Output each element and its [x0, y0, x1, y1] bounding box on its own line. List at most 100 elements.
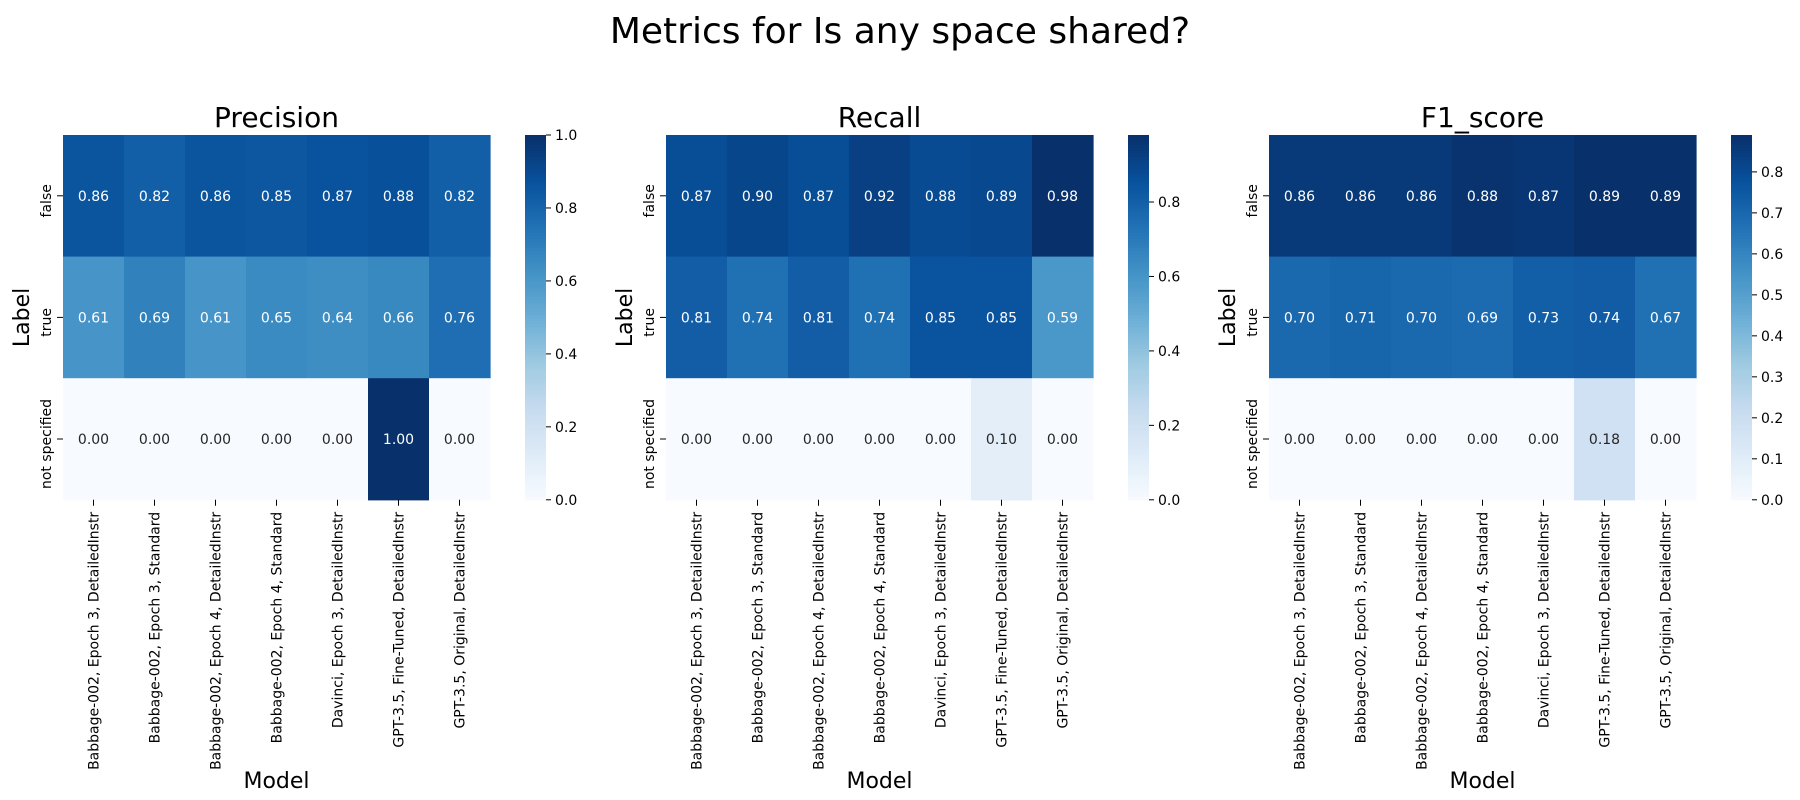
heatmap-cell	[1032, 378, 1094, 501]
colorbar-segment	[1128, 490, 1149, 495]
colorbar-segment	[1731, 350, 1752, 355]
y-tick-label: true	[39, 308, 55, 337]
colorbar-segment	[1731, 359, 1752, 364]
colorbar-segment	[1731, 259, 1752, 264]
cell-value-label: 0.81	[803, 310, 834, 326]
colorbar-tick-label: 0.0	[555, 493, 577, 509]
colorbar-segment	[1731, 287, 1752, 291]
colorbar-segment	[1128, 305, 1149, 309]
colorbar-segment	[525, 241, 546, 246]
colorbar-segment	[525, 432, 546, 437]
colorbar-segment	[1128, 439, 1149, 443]
colorbar-tick-label: 0.2	[1761, 411, 1783, 427]
heatmap-cell	[971, 256, 1033, 379]
colorbar-segment	[1128, 214, 1149, 218]
colorbar-segment	[1128, 378, 1149, 382]
cell-value-label: 0.00	[1345, 432, 1376, 448]
x-tick-label: Babbage-002, Epoch 4, DetailedInstr	[812, 512, 828, 770]
heatmap-cell	[429, 378, 491, 501]
heatmap-panel-recall: Recall 0.87 0.90 0.87 0.92 0.88 0.89 0.98 0.81 0.…	[613, 101, 1180, 794]
colorbar-tick-label: 0.0	[1761, 493, 1783, 509]
cell-value-label: 0.00	[139, 432, 170, 448]
colorbar-segment	[525, 153, 546, 157]
colorbar-tick-label: 0.1	[1761, 452, 1783, 468]
colorbar-segment	[1731, 484, 1752, 489]
colorbar-segment	[1731, 445, 1752, 449]
colorbar-segment	[525, 335, 546, 340]
colorbar-tick-label: 0.2	[555, 420, 577, 436]
colorbar-tick-label: 0.7	[1761, 206, 1783, 222]
colorbar-segment	[525, 250, 546, 255]
colorbar-segment	[1128, 402, 1149, 407]
colorbar-segment	[525, 454, 546, 458]
colorbar-segment	[1128, 241, 1149, 246]
colorbar-segment	[525, 259, 546, 264]
cell-value-label: 0.87	[803, 189, 834, 205]
colorbar-segment	[1128, 271, 1149, 276]
colorbar-segment	[1731, 387, 1752, 391]
colorbar-segment	[1731, 180, 1752, 185]
heatmap-cell	[849, 256, 911, 379]
panel-title: Precision	[214, 101, 339, 134]
colorbar-segment	[1731, 271, 1752, 276]
colorbar-segment	[1731, 390, 1752, 394]
x-tick-label: GPT-3.5, Original, DetailedInstr	[1056, 512, 1072, 729]
cell-value-label: 0.86	[1345, 189, 1376, 205]
cell-value-label: 0.88	[383, 189, 414, 205]
cell-value-label: 0.00	[322, 432, 353, 448]
colorbar-segment	[525, 287, 546, 291]
colorbar-segment	[1731, 220, 1752, 224]
colorbar-segment	[525, 238, 546, 242]
colorbar-segment	[525, 356, 546, 361]
colorbar-segment	[1731, 201, 1752, 206]
heatmap-cell	[666, 256, 728, 379]
x-tick-label: Davinci, Epoch 3, DetailedInstr	[934, 512, 950, 729]
heatmap-cell	[1513, 135, 1575, 258]
colorbar-segment	[1128, 314, 1149, 318]
heatmap-cell	[246, 135, 308, 258]
heatmap-cell	[429, 135, 491, 258]
colorbar-segment	[1731, 356, 1752, 361]
colorbar-segment	[525, 375, 546, 379]
colorbar-segment	[1731, 247, 1752, 252]
colorbar-segment	[1128, 189, 1149, 194]
x-tick-label: Davinci, Epoch 3, DetailedInstr	[331, 512, 347, 729]
colorbar-segment	[1128, 353, 1149, 358]
heatmap-cell	[1391, 256, 1453, 379]
colorbar-segment	[1731, 277, 1752, 282]
cell-value-label: 0.88	[925, 189, 956, 205]
heatmap-cell	[971, 378, 1033, 501]
colorbar-segment	[1128, 460, 1149, 464]
heatmap-cell	[1452, 135, 1514, 258]
colorbar-segment	[1128, 338, 1149, 343]
colorbar-segment	[1128, 426, 1149, 431]
colorbar-segment	[525, 226, 546, 230]
colorbar-segment	[525, 189, 546, 194]
y-tick-label: false	[39, 184, 55, 217]
colorbar-segment	[1731, 308, 1752, 312]
colorbar-segment	[1731, 496, 1752, 501]
colorbar-segment	[525, 162, 546, 166]
colorbar-segment	[525, 204, 546, 209]
heatmap-cell	[849, 135, 911, 258]
colorbar-segment	[525, 293, 546, 297]
colorbar-segment	[525, 448, 546, 452]
colorbar-segment	[1731, 490, 1752, 495]
heatmap-cell	[1032, 256, 1094, 379]
colorbar-segment	[1731, 332, 1752, 337]
colorbar-segment	[525, 168, 546, 173]
colorbar-segment	[1128, 475, 1149, 480]
colorbar-segment	[1128, 262, 1149, 267]
colorbar-segment	[1731, 439, 1752, 443]
colorbar-segment	[1731, 363, 1752, 367]
cell-value-label: 0.86	[1406, 189, 1437, 205]
colorbar-tick-label: 0.8	[1158, 195, 1180, 211]
colorbar-segment	[525, 381, 546, 385]
colorbar-segment	[525, 262, 546, 267]
colorbar-segment	[1128, 454, 1149, 458]
colorbar-tick-label: 1.0	[555, 128, 577, 144]
colorbar-segment	[525, 253, 546, 258]
colorbar-segment	[525, 207, 546, 212]
colorbar-segment	[1731, 399, 1752, 404]
cell-value-label: 0.86	[1284, 189, 1315, 205]
